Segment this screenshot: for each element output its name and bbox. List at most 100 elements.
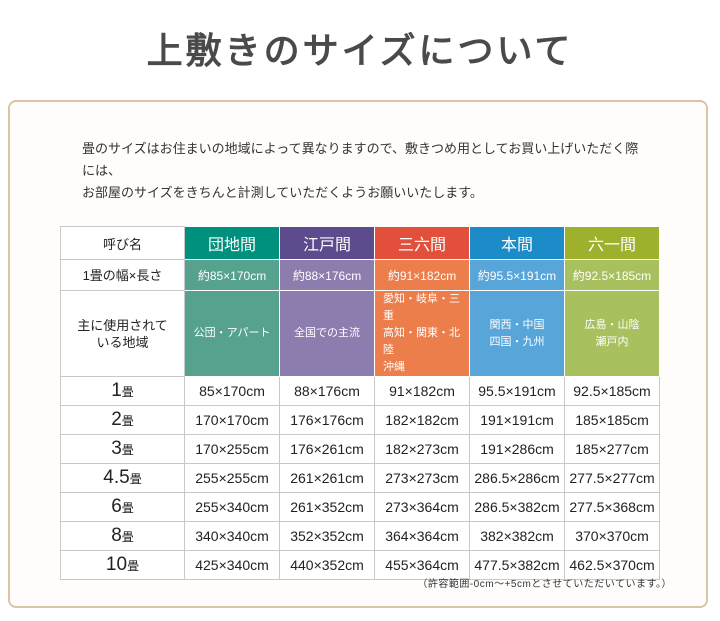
tatami-count: 4.5 — [103, 467, 130, 488]
region-cell: 全国での主流 — [279, 290, 375, 377]
tatami-count: 6 — [111, 496, 122, 517]
width-cell: 約92.5×185cm — [564, 259, 660, 291]
size-row-6: 6畳 255×340cm 261×352cm 273×364cm 286.5×3… — [60, 492, 660, 522]
tatami-size-table: 呼び名 団地間 江戸間 三六間 本間 六一間 1畳の幅×長さ 約85×170cm… — [60, 226, 660, 580]
size-cell: 462.5×370cm — [564, 550, 660, 580]
size-cell: 185×277cm — [564, 434, 660, 464]
region-cell: 愛知・岐阜・三重 高知・関東・北陸沖縄 — [374, 290, 470, 377]
column-header-sabuma: 三六間 — [374, 226, 470, 260]
region-label-line-2: いる地域 — [96, 334, 149, 350]
size-row-label: 10畳 — [60, 550, 185, 580]
region-row-label: 主に使用されて いる地域 — [60, 290, 185, 377]
header-row: 呼び名 団地間 江戸間 三六間 本間 六一間 — [60, 226, 660, 260]
size-cell: 286.5×286cm — [469, 463, 565, 493]
size-row-label: 1畳 — [60, 376, 185, 406]
column-header-honma: 本間 — [469, 226, 565, 260]
size-cell: 92.5×185cm — [564, 376, 660, 406]
size-cell: 182×182cm — [374, 405, 470, 435]
size-cell: 191×286cm — [469, 434, 565, 464]
region-line: 沖縄 — [383, 361, 405, 373]
size-row-4-5: 4.5畳 255×255cm 261×261cm 273×273cm 286.5… — [60, 463, 660, 493]
size-cell: 170×170cm — [184, 405, 280, 435]
tatami-unit: 畳 — [129, 472, 142, 486]
region-line: 広島・山陰 — [584, 318, 640, 331]
size-row-label: 8畳 — [60, 521, 185, 551]
size-cell: 255×340cm — [184, 492, 280, 522]
size-cell: 277.5×368cm — [564, 492, 660, 522]
size-cell: 91×182cm — [374, 376, 470, 406]
tatami-unit: 畳 — [121, 443, 134, 457]
size-cell: 85×170cm — [184, 376, 280, 406]
region-cell: 広島・山陰 瀬戸内 — [564, 290, 660, 377]
column-header-edoma: 江戸間 — [279, 226, 375, 260]
intro-text: 畳のサイズはお住まいの地域によって異なりますので、敷きつめ用としてお買い上げいた… — [82, 138, 650, 204]
tatami-unit: 畳 — [121, 530, 134, 544]
region-row: 主に使用されて いる地域 公団・アパート 全国での主流 愛知・岐阜・三重 高知・関東… — [60, 290, 660, 377]
intro-line-2: お部屋のサイズをきちんと計測していただくようお願いいたします。 — [82, 185, 483, 200]
size-cell: 176×176cm — [279, 405, 375, 435]
size-cell: 277.5×277cm — [564, 463, 660, 493]
size-row-2: 2畳 170×170cm 176×176cm 182×182cm 191×191… — [60, 405, 660, 435]
width-row: 1畳の幅×長さ 約85×170cm 約88×176cm 約91×182cm 約9… — [60, 259, 660, 291]
size-cell: 88×176cm — [279, 376, 375, 406]
tatami-count: 8 — [111, 525, 122, 546]
width-cell: 約88×176cm — [279, 259, 375, 291]
tatami-count: 3 — [111, 438, 122, 459]
tatami-unit: 畳 — [127, 559, 140, 573]
size-row-label: 6畳 — [60, 492, 185, 522]
size-cell: 352×352cm — [279, 521, 375, 551]
size-cell: 273×273cm — [374, 463, 470, 493]
column-header-danchima: 団地間 — [184, 226, 280, 260]
size-cell: 191×191cm — [469, 405, 565, 435]
width-row-label: 1畳の幅×長さ — [60, 259, 185, 291]
size-cell: 364×364cm — [374, 521, 470, 551]
size-cell: 255×255cm — [184, 463, 280, 493]
size-row-3: 3畳 170×255cm 176×261cm 182×273cm 191×286… — [60, 434, 660, 464]
region-cell: 関西・中国四国・九州 — [469, 290, 565, 377]
size-cell: 370×370cm — [564, 521, 660, 551]
size-cell: 185×185cm — [564, 405, 660, 435]
size-cell: 425×340cm — [184, 550, 280, 580]
size-cell: 286.5×382cm — [469, 492, 565, 522]
size-row-label: 3畳 — [60, 434, 185, 464]
tatami-unit: 畳 — [121, 385, 134, 399]
tolerance-note: （許容範囲-0cm～+5cmとさせていただいています。） — [417, 579, 672, 590]
size-cell: 261×352cm — [279, 492, 375, 522]
corner-cell: 呼び名 — [60, 226, 185, 260]
content-box: 畳のサイズはお住まいの地域によって異なりますので、敷きつめ用としてお買い上げいた… — [8, 100, 708, 608]
size-cell: 176×261cm — [279, 434, 375, 464]
column-header-rokuichima: 六一間 — [564, 226, 660, 260]
size-cell: 340×340cm — [184, 521, 280, 551]
size-cell: 170×255cm — [184, 434, 280, 464]
size-cell: 182×273cm — [374, 434, 470, 464]
width-cell: 約91×182cm — [374, 259, 470, 291]
tatami-count: 2 — [111, 409, 122, 430]
size-cell: 382×382cm — [469, 521, 565, 551]
size-row-label: 2畳 — [60, 405, 185, 435]
size-cell: 261×261cm — [279, 463, 375, 493]
region-label-line-1: 主に使用されて — [77, 317, 168, 333]
tatami-unit: 畳 — [121, 501, 134, 515]
size-cell: 95.5×191cm — [469, 376, 565, 406]
size-cell: 273×364cm — [374, 492, 470, 522]
region-line: 高知・関東・北陸 — [383, 327, 460, 356]
region-line: 公団・アパート — [193, 327, 271, 339]
width-cell: 約85×170cm — [184, 259, 280, 291]
size-cell: 455×364cm — [374, 550, 470, 580]
tatami-count: 10 — [105, 554, 128, 575]
size-row-8: 8畳 340×340cm 352×352cm 364×364cm 382×382… — [60, 521, 660, 551]
page-title: 上敷きのサイズについて — [146, 31, 574, 71]
region-line: 瀬戸内 — [595, 335, 629, 348]
tatami-count: 1 — [111, 380, 122, 401]
region-line: 全国での主流 — [294, 327, 360, 339]
region-line: 四国・九州 — [489, 335, 545, 348]
size-row-10: 10畳 425×340cm 440×352cm 455×364cm 477.5×… — [60, 550, 660, 580]
region-line: 関西・中国 — [489, 318, 545, 331]
size-cell: 440×352cm — [279, 550, 375, 580]
width-cell: 約95.5×191cm — [469, 259, 565, 291]
size-cell: 477.5×382cm — [469, 550, 565, 580]
region-line: 愛知・岐阜・三重 — [383, 293, 460, 322]
size-row-1: 1畳 85×170cm 88×176cm 91×182cm 95.5×191cm… — [60, 376, 660, 406]
intro-line-1: 畳のサイズはお住まいの地域によって異なりますので、敷きつめ用としてお買い上げいた… — [82, 141, 639, 178]
region-cell: 公団・アパート — [184, 290, 280, 377]
